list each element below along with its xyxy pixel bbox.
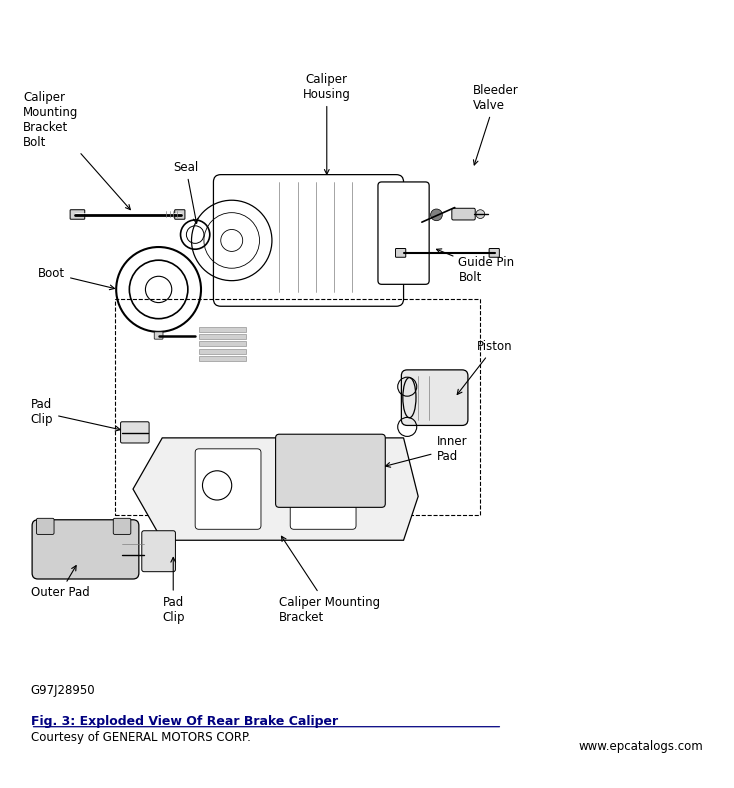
FancyBboxPatch shape [199, 348, 247, 354]
Text: Pad
Clip: Pad Clip [162, 557, 184, 624]
Text: Outer Pad: Outer Pad [31, 566, 90, 600]
Text: Caliper Mounting
Bracket: Caliper Mounting Bracket [279, 537, 380, 624]
FancyBboxPatch shape [195, 449, 261, 530]
FancyBboxPatch shape [154, 332, 163, 339]
FancyBboxPatch shape [199, 334, 247, 339]
Text: Courtesy of GENERAL MOTORS CORP.: Courtesy of GENERAL MOTORS CORP. [31, 731, 250, 744]
FancyBboxPatch shape [32, 520, 139, 579]
Circle shape [476, 210, 484, 218]
Text: Boot: Boot [38, 267, 115, 290]
FancyBboxPatch shape [275, 434, 385, 507]
Bar [115, 299, 480, 515]
Text: Caliper
Housing: Caliper Housing [303, 72, 351, 174]
FancyBboxPatch shape [199, 341, 247, 347]
FancyBboxPatch shape [113, 519, 131, 534]
Text: G97J28950: G97J28950 [31, 684, 95, 697]
Text: Fig. 3: Exploded View Of Rear Brake Caliper: Fig. 3: Exploded View Of Rear Brake Cali… [31, 715, 338, 728]
FancyBboxPatch shape [401, 370, 468, 426]
FancyBboxPatch shape [396, 248, 406, 257]
FancyBboxPatch shape [489, 248, 499, 257]
FancyBboxPatch shape [175, 210, 185, 219]
FancyBboxPatch shape [120, 422, 149, 443]
FancyBboxPatch shape [37, 519, 54, 534]
Text: Piston: Piston [457, 340, 512, 395]
Text: Pad
Clip: Pad Clip [31, 398, 120, 431]
FancyBboxPatch shape [199, 356, 247, 361]
Text: Guide Pin
Bolt: Guide Pin Bolt [437, 249, 515, 284]
Text: www.epcatalogs.com: www.epcatalogs.com [578, 740, 703, 753]
FancyBboxPatch shape [142, 531, 175, 571]
FancyBboxPatch shape [70, 210, 84, 219]
Text: Inner
Pad: Inner Pad [385, 435, 467, 467]
Text: Seal: Seal [173, 161, 198, 223]
Text: Bleeder
Valve: Bleeder Valve [473, 84, 519, 165]
Polygon shape [133, 438, 418, 541]
FancyBboxPatch shape [290, 449, 356, 530]
Text: Caliper
Mounting
Bracket
Bolt: Caliper Mounting Bracket Bolt [23, 91, 131, 210]
FancyBboxPatch shape [378, 182, 429, 284]
FancyBboxPatch shape [214, 175, 404, 307]
FancyBboxPatch shape [452, 208, 475, 220]
Circle shape [431, 209, 443, 221]
FancyBboxPatch shape [199, 327, 247, 332]
